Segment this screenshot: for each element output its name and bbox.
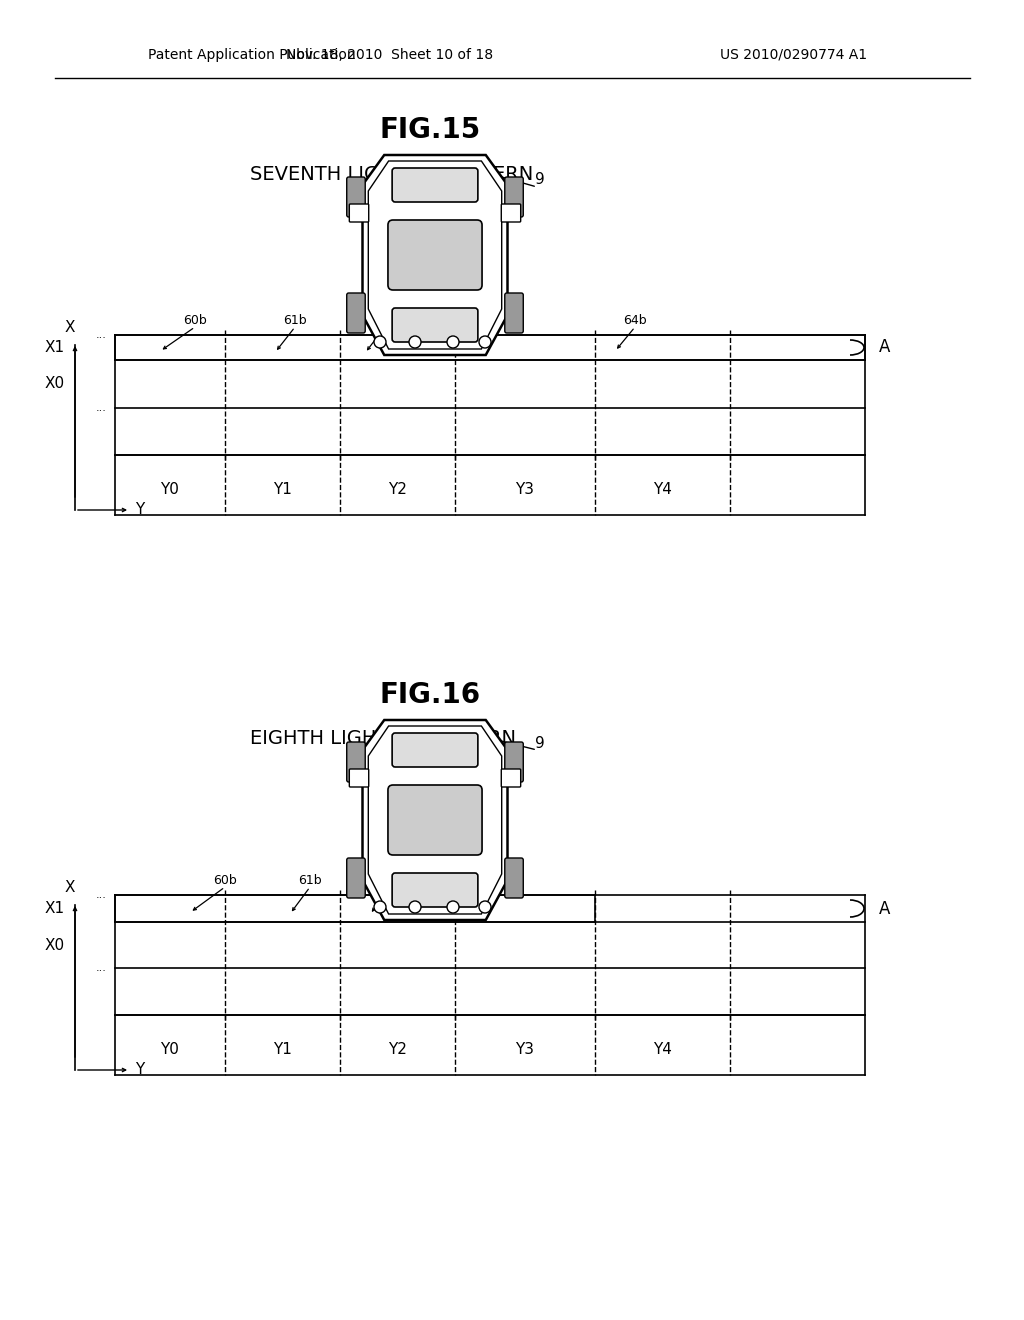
Text: 9: 9	[536, 735, 545, 751]
FancyBboxPatch shape	[505, 177, 523, 216]
FancyBboxPatch shape	[388, 220, 482, 290]
Text: Y4: Y4	[653, 1043, 672, 1057]
Text: Y2: Y2	[388, 1043, 407, 1057]
Text: Y3: Y3	[515, 1043, 535, 1057]
Text: 64b: 64b	[624, 314, 647, 326]
Text: ...: ...	[96, 964, 106, 973]
FancyBboxPatch shape	[502, 205, 520, 222]
Text: X0: X0	[45, 376, 65, 392]
FancyBboxPatch shape	[392, 168, 478, 202]
FancyBboxPatch shape	[502, 770, 520, 787]
Text: 60b: 60b	[213, 874, 237, 887]
Text: 63b: 63b	[463, 874, 486, 887]
Text: X1: X1	[45, 902, 65, 916]
Bar	[115, 895, 595, 921]
Bar	[115, 335, 865, 360]
Text: Y: Y	[135, 503, 144, 517]
Text: A: A	[880, 338, 891, 356]
Text: EIGHTH LIGHTING PATTERN: EIGHTH LIGHTING PATTERN	[250, 729, 516, 747]
Text: Y1: Y1	[273, 483, 292, 498]
FancyBboxPatch shape	[349, 205, 369, 222]
FancyBboxPatch shape	[392, 873, 478, 907]
Text: Y: Y	[135, 1063, 144, 1077]
Text: 62b: 62b	[378, 874, 401, 887]
Text: FIG.16: FIG.16	[380, 681, 480, 709]
Circle shape	[479, 902, 490, 913]
Text: Y3: Y3	[515, 483, 535, 498]
Text: Y1: Y1	[273, 1043, 292, 1057]
Text: X: X	[65, 319, 75, 334]
FancyBboxPatch shape	[505, 742, 523, 781]
Text: ...: ...	[96, 890, 106, 900]
Text: X0: X0	[45, 937, 65, 953]
Text: Y4: Y4	[653, 483, 672, 498]
Text: US 2010/0290774 A1: US 2010/0290774 A1	[720, 48, 867, 62]
Text: 62b: 62b	[373, 314, 397, 326]
Text: Y0: Y0	[161, 1043, 179, 1057]
Text: A: A	[880, 899, 891, 917]
Text: X1: X1	[45, 341, 65, 355]
Text: 63b: 63b	[458, 314, 482, 326]
Text: Y2: Y2	[388, 483, 407, 498]
FancyBboxPatch shape	[392, 308, 478, 342]
Polygon shape	[369, 726, 502, 913]
Circle shape	[374, 902, 386, 913]
Text: Patent Application Publication: Patent Application Publication	[148, 48, 355, 62]
FancyBboxPatch shape	[347, 293, 366, 333]
Text: FIG.15: FIG.15	[379, 116, 480, 144]
Text: 61b: 61b	[298, 874, 322, 887]
FancyBboxPatch shape	[349, 770, 369, 787]
Text: 9: 9	[536, 173, 545, 187]
Circle shape	[409, 337, 421, 348]
FancyBboxPatch shape	[388, 785, 482, 855]
Text: ...: ...	[96, 403, 106, 413]
Polygon shape	[362, 154, 508, 355]
Circle shape	[479, 337, 490, 348]
Circle shape	[409, 902, 421, 913]
Text: Y0: Y0	[161, 483, 179, 498]
Text: SEVENTH LIGHTING PATTERN: SEVENTH LIGHTING PATTERN	[250, 165, 534, 185]
Text: 61b: 61b	[284, 314, 307, 326]
Text: X: X	[65, 879, 75, 895]
FancyBboxPatch shape	[347, 858, 366, 898]
Text: Nov. 18, 2010  Sheet 10 of 18: Nov. 18, 2010 Sheet 10 of 18	[287, 48, 494, 62]
Circle shape	[447, 337, 459, 348]
Text: ...: ...	[96, 330, 106, 341]
Text: 60b: 60b	[183, 314, 207, 326]
Circle shape	[447, 902, 459, 913]
FancyBboxPatch shape	[505, 293, 523, 333]
Polygon shape	[369, 161, 502, 348]
Polygon shape	[362, 719, 508, 920]
Circle shape	[374, 337, 386, 348]
FancyBboxPatch shape	[392, 733, 478, 767]
FancyBboxPatch shape	[505, 858, 523, 898]
FancyBboxPatch shape	[347, 742, 366, 781]
FancyBboxPatch shape	[347, 177, 366, 216]
